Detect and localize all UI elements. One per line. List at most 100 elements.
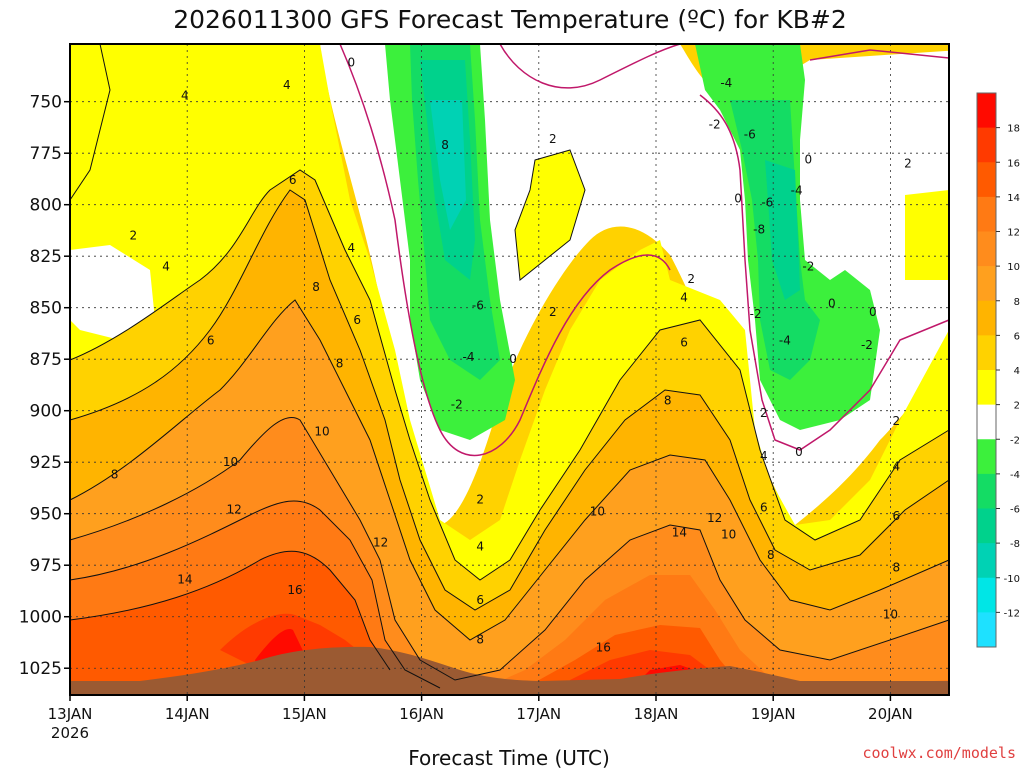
band-2-4-mid — [515, 150, 585, 280]
contour-label: 10 — [883, 608, 898, 622]
colorbar-swatch — [977, 370, 996, 406]
white-pocket-left — [70, 245, 155, 340]
y-tick-label: 750 — [30, 93, 62, 113]
contour-label: -2 — [861, 338, 873, 352]
contour-label: 10 — [314, 424, 329, 438]
colorbar-swatch — [977, 508, 996, 544]
contour-label: 8 — [312, 280, 320, 294]
y-tick-label: 1025 — [19, 659, 62, 679]
colorbar-tick-label: 8 — [1014, 297, 1020, 308]
x-tick-label: 19JAN — [751, 705, 796, 723]
colorbar-tick-label: 10 — [1007, 262, 1020, 273]
band-2-4-left — [70, 44, 110, 200]
zero-contours — [339, 43, 950, 457]
contour-label: -2 — [709, 117, 721, 131]
colorbar-swatch — [977, 543, 996, 579]
colorbar-swatch — [977, 266, 996, 302]
contour-label: 12 — [707, 511, 722, 525]
colorbar-tick-label: 4 — [1014, 366, 1020, 377]
contour-label: 10 — [590, 505, 605, 519]
contour-label: -4 — [791, 183, 803, 197]
colorbar-swatch — [977, 127, 996, 163]
colorbar-tick-label: -2 — [1010, 435, 1020, 446]
contour-label: -8 — [753, 222, 765, 236]
contour-label: 12 — [373, 536, 388, 550]
contour-label: 6 — [353, 313, 361, 327]
colorbar-swatch — [977, 300, 996, 336]
contour-label: -4 — [720, 76, 732, 90]
y-tick-label: 1000 — [19, 608, 62, 628]
contour-label: 0 — [347, 56, 355, 70]
colorbar-tick-label: 18 — [1007, 124, 1020, 135]
contour-label: 6 — [289, 173, 297, 187]
y-tick-label: 775 — [30, 144, 62, 164]
contour-label: -4 — [779, 334, 791, 348]
contour-label: -2 — [451, 398, 463, 412]
x-axis: 13JAN 14JAN 15JAN 16JAN 17JAN 18JAN 19JAN 20JAN — [48, 695, 913, 723]
contour-label: 6 — [892, 509, 900, 523]
contour-label: 6 — [476, 593, 484, 607]
contour-label: -4 — [462, 350, 474, 364]
contour-label: 8 — [767, 548, 775, 562]
contour-label: 0 — [828, 297, 836, 311]
contour-label: 4 — [181, 89, 189, 103]
y-tick-label: 800 — [30, 196, 62, 216]
x-axis-label: Forecast Time (UTC) — [408, 746, 610, 768]
x-tick-label: 18JAN — [634, 705, 679, 723]
contour-label: -2 — [750, 307, 762, 321]
contour-label: 4 — [892, 459, 900, 473]
contour-labels: 0 4 4 8 2 -4 -2 -6 0 2 6 2 -4 0 -6 -8 4 8 4 2 -2 4 0 -6 6 0 -2 2 6 -4… — [111, 56, 912, 655]
contour-label: 8 — [336, 356, 344, 370]
colorbar-tick-label: -12 — [1004, 608, 1020, 619]
x-tick-label: 14JAN — [165, 705, 210, 723]
credit-text: coolwx.com/models — [862, 744, 1016, 762]
colorbar-swatch — [977, 404, 996, 440]
colorbar-swatch — [977, 612, 996, 648]
colorbar-tick-label: 12 — [1007, 228, 1020, 239]
x-tick-label: 15JAN — [282, 705, 327, 723]
colorbar-tick-label: -4 — [1010, 470, 1020, 481]
y-tick-label: 975 — [30, 556, 62, 576]
contour-label: 12 — [226, 503, 241, 517]
y-tick-label: 950 — [30, 505, 62, 525]
contour-label: 8 — [111, 468, 119, 482]
plot-area — [70, 44, 949, 695]
contour-lines — [69, 43, 950, 689]
contour-label: 4 — [162, 259, 170, 273]
colorbar-swatch — [977, 439, 996, 475]
contour-label: 0 — [805, 152, 813, 166]
contour-label: 2 — [760, 406, 768, 420]
contour-label: 2 — [549, 305, 557, 319]
contour-label: 2 — [549, 132, 557, 146]
contour-label: 2 — [687, 272, 695, 286]
y-axis: 750 775 800 825 850 875 900 925 950 975 1000 1025 — [19, 93, 70, 679]
contour-label: 4 — [760, 449, 768, 463]
contour-label: 8 — [664, 393, 672, 407]
colorbar-tick-label: -6 — [1010, 505, 1020, 516]
y-tick-label: 875 — [30, 350, 62, 370]
contour-label: 2 — [476, 492, 484, 506]
contour-label: 16 — [596, 641, 611, 655]
contour-label: 8 — [476, 632, 484, 646]
cold-pocket-1-deep — [430, 100, 466, 230]
contour-label: 6 — [207, 334, 215, 348]
chart-title: 2026011300 GFS Forecast Temperature (ºC)… — [173, 5, 847, 34]
colorbar: 18 16 14 12 10 8 6 4 2 -2 -4 -6 -8 -10 -12 — [976, 92, 1020, 648]
contour-label: 10 — [721, 527, 736, 541]
contour-label: 14 — [177, 573, 192, 587]
contour-label: 0 — [795, 445, 803, 459]
contour-label: 2 — [129, 229, 137, 243]
colorbar-tick-label: -8 — [1010, 539, 1020, 550]
colorbar-swatch — [977, 577, 996, 613]
colorbar-tick-label: 14 — [1007, 193, 1020, 204]
colorbar-swatch — [977, 335, 996, 371]
terrain — [70, 646, 949, 695]
contour-label: -6 — [761, 196, 773, 210]
contour-label: -2 — [802, 259, 814, 273]
contour-label: 4 — [476, 540, 484, 554]
contour-label: 6 — [680, 336, 688, 350]
contour-label: 10 — [223, 455, 238, 469]
x-tick-label: 16JAN — [399, 705, 444, 723]
colorbar-tick-label: -10 — [1004, 574, 1020, 585]
